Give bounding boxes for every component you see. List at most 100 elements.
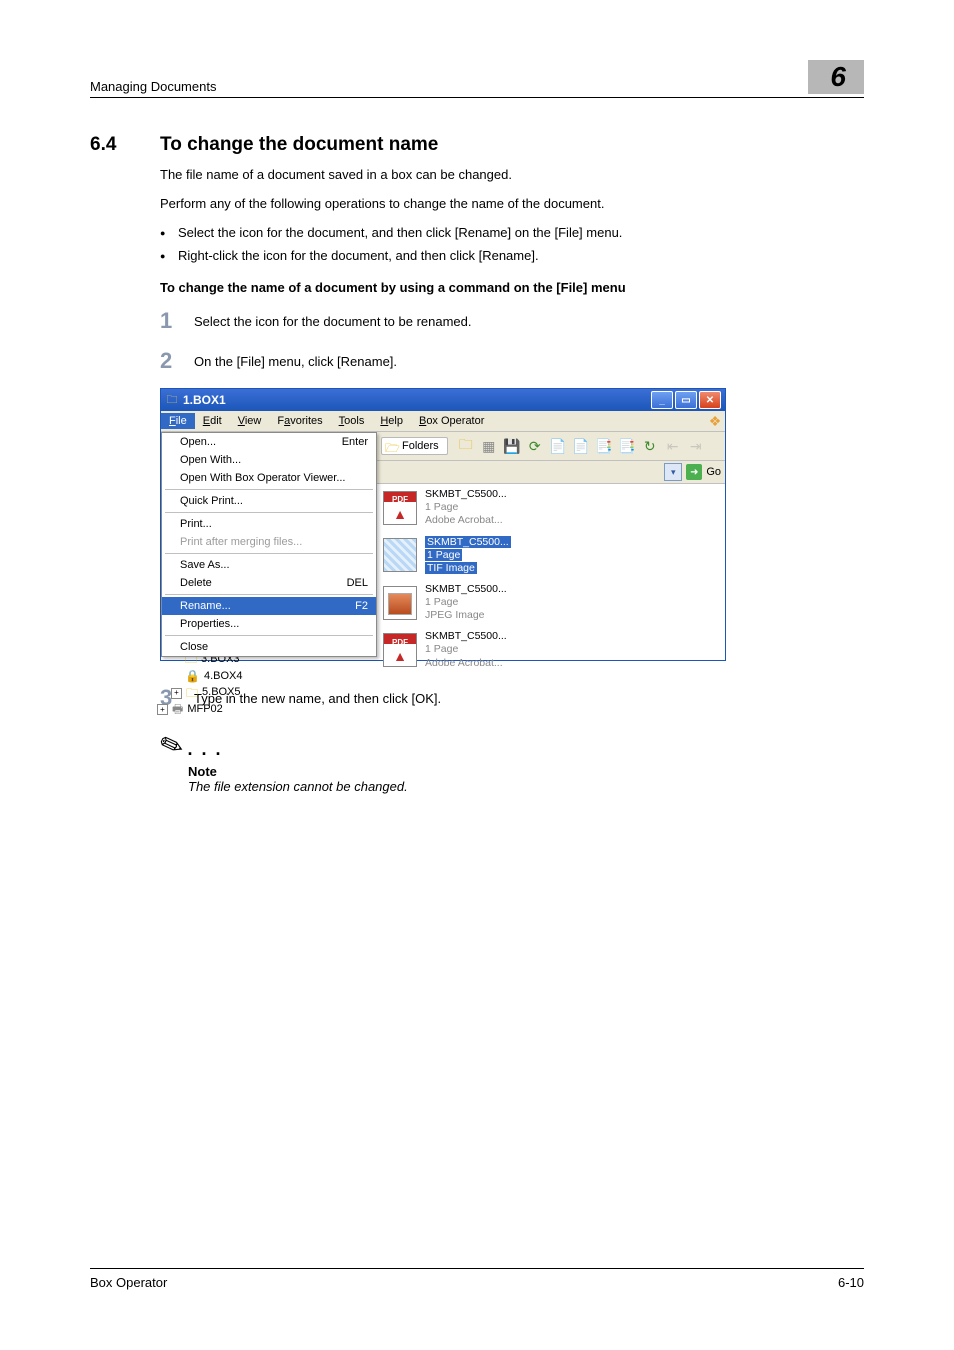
- go-label: Go: [706, 466, 721, 478]
- menu-edit[interactable]: Edit: [195, 413, 230, 429]
- file-item-1[interactable]: PDF▲ SKMBT_C5500... 1 Page Adobe Acrobat…: [383, 488, 719, 527]
- intro-bullet-1: Select the icon for the document, and th…: [160, 224, 864, 243]
- footer-page: 6-10: [838, 1275, 864, 1290]
- toolbar-icon-disabled1: ⇤: [663, 436, 683, 456]
- file-3-name: SKMBT_C5500...: [425, 583, 507, 596]
- toolbar-icon-rotate[interactable]: ↻: [640, 436, 660, 456]
- address-dropdown[interactable]: ▾: [664, 463, 682, 481]
- file-2-name: SKMBT_C5500...: [425, 536, 511, 548]
- file-1-pages: 1 Page: [425, 501, 507, 514]
- menu-rename[interactable]: Rename... F2: [162, 597, 376, 615]
- go-button[interactable]: ➜ Go: [686, 464, 721, 480]
- app-logo-icon: ❖: [705, 411, 725, 431]
- minimize-button[interactable]: _: [651, 391, 673, 409]
- note-pencil-icon: ✎: [155, 726, 188, 765]
- folder-icon: 🗀: [186, 685, 198, 702]
- menu-print-label: Print...: [180, 518, 212, 530]
- file-4-name: SKMBT_C5500...: [425, 630, 507, 643]
- menu-rename-label: Rename...: [180, 600, 231, 612]
- menu-file[interactable]: File: [161, 413, 195, 429]
- intro-p1: The file name of a document saved in a b…: [160, 166, 864, 185]
- toolbar-icon-disabled2: ⇥: [686, 436, 706, 456]
- note-label: Note: [188, 764, 864, 779]
- menu-view[interactable]: View: [230, 413, 270, 429]
- file-3-type: JPEG Image: [425, 609, 507, 622]
- note-dots: . . .: [187, 739, 222, 760]
- toolbar-icon-doc2[interactable]: 📄: [571, 436, 591, 456]
- file-2-type: TIF Image: [425, 562, 477, 574]
- tree-mfp-label: MFP02: [187, 702, 222, 717]
- toolbar-icon-app[interactable]: ▦: [479, 436, 499, 456]
- address-bar: ▾ ➜ Go: [377, 461, 725, 484]
- tree-expand-icon[interactable]: +: [171, 688, 182, 699]
- menu-quick-print[interactable]: Quick Print...: [162, 492, 376, 510]
- file-4-pages: 1 Page: [425, 643, 507, 656]
- titlebar[interactable]: 🗀 1.BOX1 _ ▭ ✕: [161, 389, 725, 411]
- file-2-pages: 1 Page: [425, 549, 462, 561]
- menu-open-with-viewer-label: Open With Box Operator Viewer...: [180, 472, 345, 484]
- toolbar-icon-views[interactable]: 🗀: [456, 436, 476, 456]
- menu-open-with-label: Open With...: [180, 454, 241, 466]
- menu-delete-accel: DEL: [333, 577, 368, 589]
- window-title: 1.BOX1: [183, 393, 651, 407]
- menu-print-after-merge: Print after merging files...: [162, 533, 376, 551]
- menu-open[interactable]: Open... Enter: [162, 433, 376, 451]
- step-2-text: On the [File] menu, click [Rename].: [194, 348, 397, 369]
- device-icon: 🖶: [172, 701, 183, 718]
- folders-button[interactable]: Folders: [381, 437, 448, 455]
- file-item-2[interactable]: SKMBT_C5500... 1 Page TIF Image: [383, 536, 719, 575]
- menu-properties[interactable]: Properties...: [162, 615, 376, 633]
- toolbar-icon-refresh[interactable]: ⟳: [525, 436, 545, 456]
- tree-box5[interactable]: + 🗀 5.BOX5: [171, 685, 242, 702]
- menu-quick-print-label: Quick Print...: [180, 495, 243, 507]
- menu-save-as[interactable]: Save As...: [162, 556, 376, 574]
- tif-icon: [383, 538, 417, 572]
- file-item-3[interactable]: SKMBT_C5500... 1 Page JPEG Image: [383, 583, 719, 622]
- intro-bullet-2: Right-click the icon for the document, a…: [160, 247, 864, 266]
- toolbar-icon-doc1[interactable]: 📄: [548, 436, 568, 456]
- step-1-text: Select the icon for the document to be r…: [194, 308, 472, 329]
- menu-favorites[interactable]: Favorites: [269, 413, 330, 429]
- tree-mfp[interactable]: + 🖶 MFP02: [157, 701, 242, 718]
- folder-locked-icon: 🔒: [185, 668, 200, 685]
- menu-open-with[interactable]: Open With...: [162, 451, 376, 469]
- section-number: 6.4: [90, 134, 160, 156]
- menu-help[interactable]: Help: [372, 413, 411, 429]
- menu-box-operator[interactable]: Box Operator: [411, 413, 492, 429]
- intro-p2: Perform any of the following operations …: [160, 195, 864, 214]
- file-list: PDF▲ SKMBT_C5500... 1 Page Adobe Acrobat…: [377, 484, 725, 660]
- menu-open-label: Open...: [180, 436, 216, 448]
- section-title: To change the document name: [160, 134, 438, 156]
- file-menu-dropdown: Open... Enter Open With... Open With Box…: [161, 432, 377, 657]
- menu-save-as-label: Save As...: [180, 559, 230, 571]
- menu-delete-label: Delete: [180, 577, 212, 589]
- file-item-4[interactable]: PDF▲ SKMBT_C5500... 1 Page Adobe Acrobat…: [383, 630, 719, 669]
- pdf-icon: PDF▲: [383, 633, 417, 667]
- menu-delete[interactable]: Delete DEL: [162, 574, 376, 592]
- tree-box5-label: 5.BOX5: [202, 685, 241, 700]
- step-1-num: 1: [160, 308, 194, 334]
- file-4-type: Adobe Acrobat...: [425, 657, 507, 670]
- menu-print-after-merge-label: Print after merging files...: [180, 536, 302, 548]
- menu-print[interactable]: Print...: [162, 515, 376, 533]
- explorer-window: 🗀 1.BOX1 _ ▭ ✕ File Edit View Favorites …: [160, 388, 726, 661]
- tree-expand-icon[interactable]: +: [157, 704, 168, 715]
- footer-product: Box Operator: [90, 1275, 167, 1290]
- toolbar-icon-doc4[interactable]: 📑: [617, 436, 637, 456]
- running-title: Managing Documents: [90, 79, 798, 94]
- menu-tools[interactable]: Tools: [331, 413, 373, 429]
- menu-close[interactable]: Close: [162, 638, 376, 656]
- close-button[interactable]: ✕: [699, 391, 721, 409]
- maximize-button[interactable]: ▭: [675, 391, 697, 409]
- sub-heading: To change the name of a document by usin…: [160, 279, 864, 298]
- window-icon: 🗀: [165, 393, 179, 407]
- menu-open-accel: Enter: [328, 436, 368, 448]
- menu-open-with-viewer[interactable]: Open With Box Operator Viewer...: [162, 469, 376, 487]
- tree-box4[interactable]: 🔒4.BOX4: [185, 668, 242, 685]
- jpg-icon: [383, 586, 417, 620]
- toolbar-icon-save[interactable]: 💾: [502, 436, 522, 456]
- toolbar-icon-doc3[interactable]: 📑: [594, 436, 614, 456]
- file-1-name: SKMBT_C5500...: [425, 488, 507, 501]
- step-2-num: 2: [160, 348, 194, 374]
- chapter-number: 6: [808, 60, 864, 94]
